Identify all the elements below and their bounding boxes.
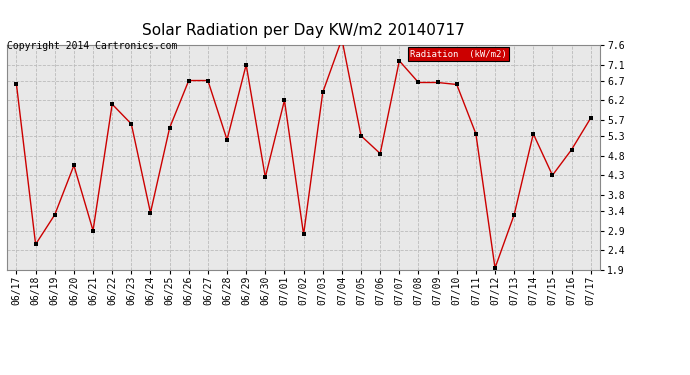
Text: Radiation  (kW/m2): Radiation (kW/m2) [411, 50, 507, 58]
Text: Solar Radiation per Day KW/m2 20140717: Solar Radiation per Day KW/m2 20140717 [142, 22, 465, 38]
Text: Copyright 2014 Cartronics.com: Copyright 2014 Cartronics.com [7, 41, 177, 51]
